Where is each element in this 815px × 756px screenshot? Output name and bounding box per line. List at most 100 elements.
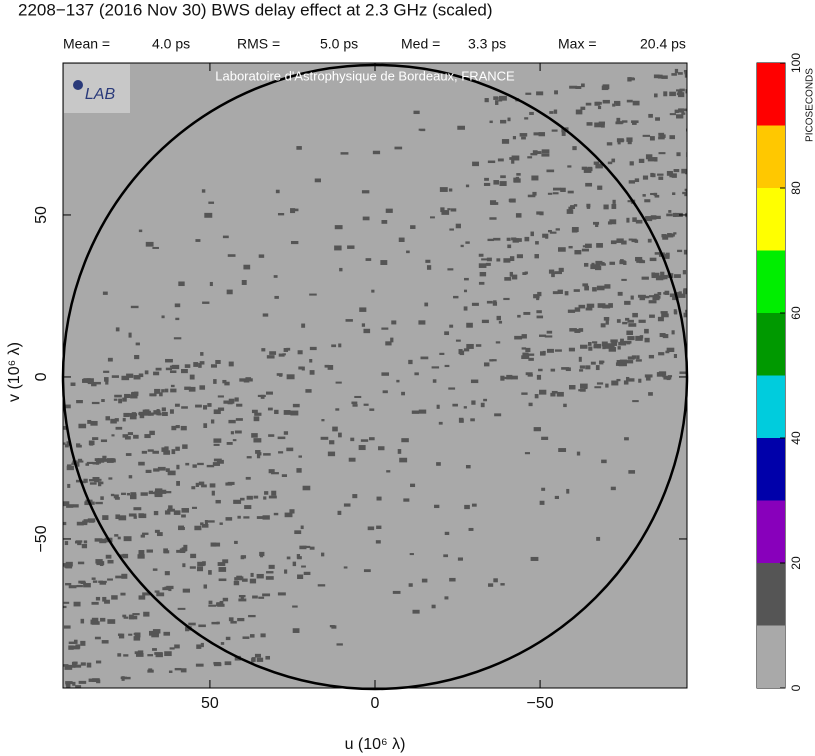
speckle bbox=[590, 361, 596, 365]
speckle bbox=[142, 592, 150, 596]
speckle bbox=[533, 427, 541, 432]
speckle bbox=[198, 481, 205, 486]
speckle bbox=[113, 398, 118, 401]
speckle bbox=[551, 390, 558, 394]
speckle bbox=[64, 541, 69, 546]
speckle bbox=[522, 272, 527, 275]
speckle bbox=[504, 376, 510, 380]
stat-value: 20.4 ps bbox=[640, 36, 686, 52]
speckle bbox=[190, 553, 197, 559]
speckle bbox=[601, 459, 607, 464]
speckle bbox=[138, 461, 145, 466]
speckle bbox=[264, 491, 269, 495]
speckle bbox=[260, 633, 266, 638]
speckle bbox=[170, 388, 177, 393]
speckle bbox=[127, 432, 134, 436]
speckle bbox=[236, 576, 244, 580]
speckle bbox=[133, 632, 140, 635]
speckle bbox=[159, 392, 163, 397]
speckle bbox=[448, 188, 453, 192]
speckle bbox=[158, 491, 165, 494]
speckle bbox=[690, 328, 695, 333]
speckle bbox=[99, 538, 107, 544]
speckle bbox=[586, 205, 591, 209]
speckle bbox=[197, 561, 205, 567]
speckle bbox=[480, 402, 485, 408]
colorbar-segment bbox=[757, 313, 785, 376]
speckle bbox=[539, 334, 547, 337]
speckle bbox=[75, 644, 81, 649]
speckle bbox=[674, 213, 683, 217]
speckle bbox=[463, 348, 470, 352]
speckle bbox=[91, 601, 99, 605]
speckle bbox=[665, 350, 670, 354]
speckle bbox=[579, 365, 585, 369]
speckle bbox=[494, 413, 502, 417]
speckle bbox=[301, 323, 306, 328]
speckle bbox=[574, 250, 582, 255]
y-tick-label: −50 bbox=[33, 525, 50, 552]
speckle bbox=[321, 552, 325, 557]
speckle bbox=[141, 450, 148, 454]
speckle bbox=[554, 349, 562, 352]
speckle bbox=[684, 188, 687, 191]
speckle bbox=[492, 359, 497, 362]
speckle bbox=[147, 654, 154, 657]
speckle bbox=[661, 75, 668, 79]
speckle bbox=[274, 409, 279, 415]
speckle bbox=[573, 204, 578, 207]
speckle bbox=[436, 462, 441, 466]
speckle bbox=[409, 553, 414, 556]
speckle bbox=[617, 140, 621, 145]
speckle bbox=[674, 274, 681, 278]
speckle bbox=[375, 540, 381, 544]
speckle bbox=[152, 568, 158, 571]
speckle bbox=[300, 525, 304, 530]
speckle bbox=[673, 310, 678, 315]
speckle bbox=[406, 250, 410, 254]
speckle bbox=[530, 556, 539, 561]
speckle bbox=[627, 356, 635, 360]
speckle bbox=[263, 453, 271, 456]
speckle bbox=[201, 189, 206, 193]
watermark: Laboratoire d'Astrophysique de Bordeaux,… bbox=[215, 68, 515, 83]
speckle bbox=[266, 355, 275, 359]
speckle bbox=[180, 425, 187, 431]
speckle bbox=[209, 483, 216, 488]
speckle bbox=[174, 403, 180, 407]
speckle bbox=[567, 165, 572, 168]
speckle bbox=[78, 680, 87, 684]
speckle bbox=[621, 240, 627, 245]
speckle bbox=[669, 91, 676, 97]
speckle bbox=[329, 625, 335, 628]
speckle bbox=[121, 573, 128, 579]
speckle bbox=[134, 632, 141, 638]
speckle bbox=[642, 175, 649, 180]
speckle bbox=[171, 425, 177, 431]
speckle bbox=[682, 289, 687, 295]
speckle bbox=[560, 187, 566, 192]
speckle bbox=[194, 525, 202, 531]
speckle bbox=[625, 360, 634, 364]
speckle bbox=[615, 362, 624, 366]
speckle bbox=[549, 231, 557, 234]
speckle bbox=[90, 619, 98, 625]
speckle bbox=[687, 232, 692, 234]
speckle bbox=[125, 453, 132, 456]
speckle bbox=[581, 248, 589, 252]
speckle bbox=[122, 397, 127, 402]
speckle bbox=[268, 564, 275, 569]
colorbar-label: PICOSECONDS bbox=[805, 68, 815, 142]
speckle bbox=[681, 168, 687, 174]
speckle bbox=[238, 594, 246, 598]
speckle bbox=[544, 335, 553, 338]
speckle bbox=[408, 583, 413, 587]
speckle bbox=[573, 289, 580, 292]
speckle bbox=[152, 629, 161, 634]
speckle bbox=[111, 434, 115, 437]
speckle bbox=[431, 366, 440, 369]
speckle bbox=[216, 459, 224, 464]
speckle bbox=[114, 534, 119, 537]
speckle bbox=[578, 304, 586, 309]
speckle bbox=[202, 405, 208, 410]
